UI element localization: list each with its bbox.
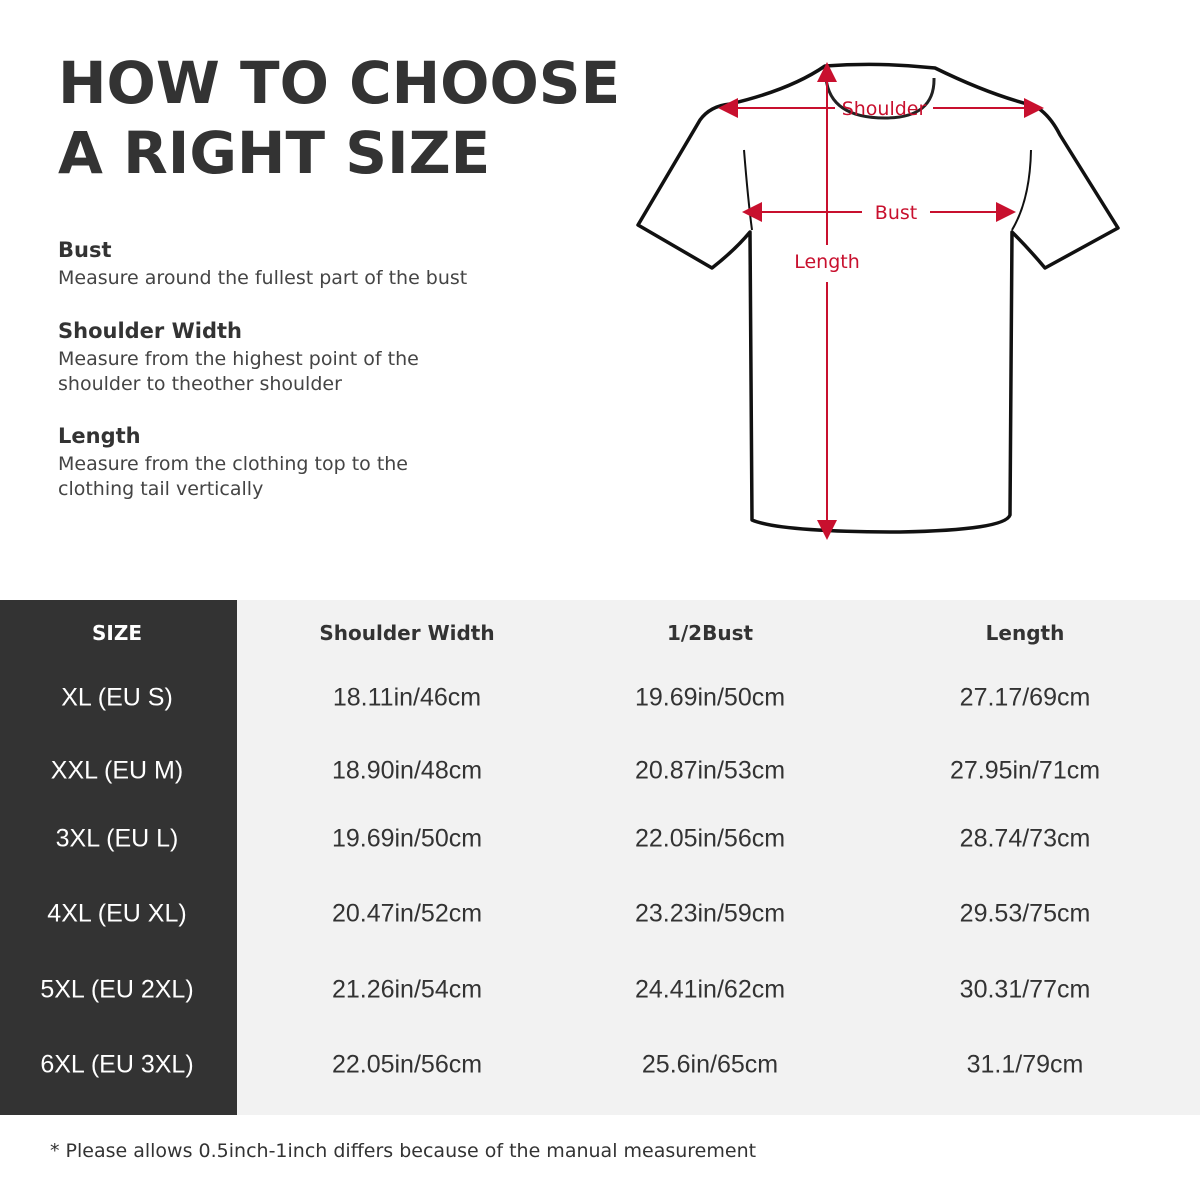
- section-length: Length Measure from the clothing top to …: [58, 422, 408, 502]
- length-label: Length: [794, 251, 860, 273]
- table-cell: 18.11in/46cm: [332, 683, 482, 712]
- table-cell: 21.26in/54cm: [331, 975, 483, 1004]
- table-cell: 27.17/69cm: [959, 683, 1091, 712]
- table-cell: 20.47in/52cm: [331, 899, 483, 928]
- size-column: SIZE XL (EU S) XXL (EU M) 3XL (EU L) 4XL (EU…: [0, 600, 237, 1115]
- table-cell: 19.69in/50cm: [331, 824, 483, 853]
- table-cell: 22.05in/56cm: [634, 824, 786, 853]
- table-cell: 30.31/77cm: [959, 975, 1091, 1004]
- table-cell: 28.74/73cm: [959, 824, 1091, 853]
- table-cell: 27.95in/71cm: [949, 756, 1101, 785]
- size-label: 3XL (EU L): [55, 824, 179, 853]
- page-title: HOW TO CHOOSE A RIGHT SIZE: [58, 48, 620, 188]
- table-cell: 22.05in/56cm: [331, 1050, 483, 1079]
- title-line-2: A RIGHT SIZE: [58, 119, 491, 187]
- section-bust: Bust Measure around the fullest part of …: [58, 236, 467, 291]
- section-heading: Length: [58, 424, 141, 448]
- table-cell: 24.41in/62cm: [634, 975, 786, 1004]
- table-cell: 20.87in/53cm: [634, 756, 786, 785]
- tshirt-outline: [636, 62, 1120, 534]
- section-text: Measure from the highest point of the sh…: [58, 348, 419, 395]
- column-header: SIZE: [91, 621, 143, 645]
- table-cell: 18.90in/48cm: [331, 756, 483, 785]
- table-cell: 19.69in/50cm: [634, 683, 786, 712]
- bust-label: Bust: [875, 202, 917, 224]
- table-cell: 25.6in/65cm: [641, 1050, 779, 1079]
- column-header: Length: [985, 621, 1065, 645]
- section-heading: Shoulder Width: [58, 319, 242, 343]
- table-cell: 29.53/75cm: [959, 899, 1091, 928]
- size-label: 5XL (EU 2XL): [40, 975, 194, 1004]
- column-header: Shoulder Width: [319, 621, 495, 645]
- title-line-1: HOW TO CHOOSE: [58, 49, 621, 117]
- footnote: * Please allows 0.5inch-1inch differs be…: [50, 1140, 757, 1162]
- section-text: Measure around the fullest part of the b…: [58, 267, 468, 289]
- tshirt-diagram: Shoulder Bust Length: [636, 62, 1120, 540]
- column-header: 1/2Bust: [666, 621, 754, 645]
- section-heading: Bust: [58, 238, 112, 262]
- section-text: Measure from the clothing top to the clo…: [58, 453, 408, 500]
- section-shoulder-width: Shoulder Width Measure from the highest …: [58, 317, 419, 397]
- table-cell: 23.23in/59cm: [634, 899, 786, 928]
- size-label: 6XL (EU 3XL): [40, 1050, 194, 1079]
- size-table: SIZE XL (EU S) XXL (EU M) 3XL (EU L) 4XL (EU…: [0, 600, 1200, 1115]
- table-cell: 31.1/79cm: [966, 1050, 1084, 1079]
- size-label: 4XL (EU XL): [47, 899, 187, 928]
- shoulder-label: Shoulder: [842, 98, 927, 120]
- size-label: XXL (EU M): [50, 756, 184, 785]
- size-label: XL (EU S): [61, 683, 173, 712]
